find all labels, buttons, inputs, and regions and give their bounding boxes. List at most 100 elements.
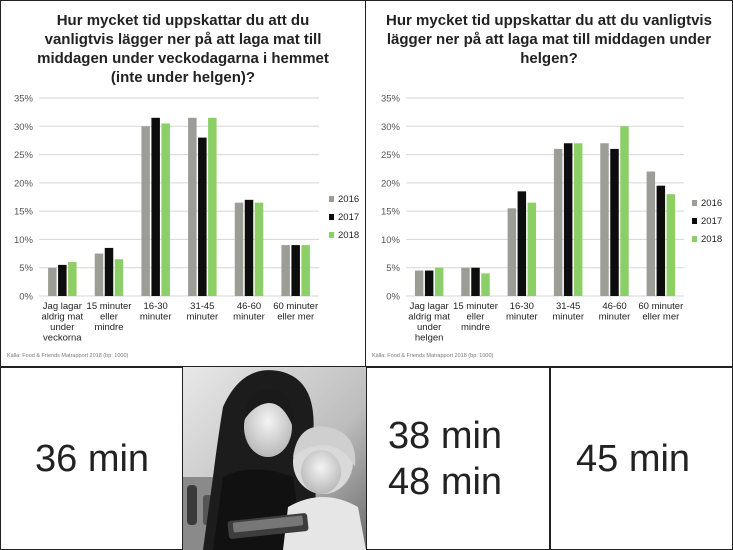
x-category-label: 60 minuter eller mer <box>273 301 318 323</box>
bar-2017-2 <box>471 267 480 296</box>
mother-daughter-cooking-photo <box>183 367 366 550</box>
x-category-label-line: eller mer <box>642 312 679 323</box>
legend-label-2018: 2018 <box>701 234 722 245</box>
y-tick-label: 35% <box>381 94 401 105</box>
y-tick-label: 10% <box>381 235 401 246</box>
weekend-stat-box: 38 min 48 min <box>366 367 550 550</box>
chart-title: Hur mycket tid uppskattar du att du vanl… <box>386 12 712 67</box>
x-category-label-line: minuter <box>599 312 631 323</box>
legend: 2016 2017 2018 <box>692 198 722 245</box>
x-category-label-line: minuter <box>552 312 584 323</box>
x-category-label-line: Jag lagar <box>410 301 449 312</box>
legend-swatch-2016 <box>329 196 334 202</box>
x-axis: Jag lagar aldrig mat under helgen 15 minuter… <box>408 301 683 344</box>
y-tick-label: 15% <box>14 207 34 218</box>
grid-lines <box>406 97 684 297</box>
x-category-label-line: 46-60 <box>602 301 626 312</box>
x-category-label-line: 16-30 <box>144 301 168 312</box>
y-tick-label: 10% <box>14 235 34 246</box>
y-tick-label: 30% <box>381 122 401 133</box>
bar-2018-4 <box>573 143 583 296</box>
bars <box>48 117 310 297</box>
x-category-label-line: 60 minuter <box>638 301 683 312</box>
weekend-stat-first: 38 min <box>388 414 503 457</box>
x-category-label-line: 60 minuter <box>273 301 318 312</box>
x-category-label-line: 31-45 <box>190 301 214 312</box>
x-category-label-line: 31-45 <box>556 301 580 312</box>
bars <box>414 126 676 297</box>
x-category-label: Jag lagar aldrig mat under veckorna <box>41 301 83 344</box>
y-tick-label: 25% <box>14 150 34 161</box>
x-category-label-line: minuter <box>506 312 538 323</box>
x-category-label-line: eller mer <box>277 312 314 323</box>
y-tick-label: 20% <box>381 178 401 189</box>
grid-lines <box>39 97 319 297</box>
bar-2016-4 <box>553 148 563 296</box>
y-tick-label: 15% <box>381 207 401 218</box>
x-category-label: 46-60 minuter <box>233 301 265 323</box>
x-category-label-line: aldrig mat <box>41 312 83 323</box>
x-category-label-line: 46-60 <box>237 301 261 312</box>
bar-2016-5 <box>234 202 244 296</box>
chart-title: Hur mycket tid uppskattar du att du vanl… <box>37 12 329 86</box>
bar-2017-4 <box>563 143 573 296</box>
x-category-label-line: under <box>50 322 74 333</box>
x-category-label-line: 16-30 <box>510 301 534 312</box>
y-tick-label: 20% <box>14 178 34 189</box>
bar-2017-6 <box>656 185 666 296</box>
bar-2016-3 <box>507 208 517 296</box>
x-category-label-line: eller <box>467 312 485 323</box>
x-category-label-line: mindre <box>461 322 490 333</box>
weekday-chart-panel: Hur mycket tid uppskattar du att du vanl… <box>0 0 366 367</box>
y-tick-label: 0% <box>19 292 33 303</box>
bar-2016-4 <box>188 117 197 296</box>
y-tick-label: 5% <box>386 263 400 274</box>
y-tick-label: 25% <box>381 150 401 161</box>
legend-swatch-2018 <box>329 232 334 238</box>
bar-2016-2 <box>461 267 470 296</box>
legend-swatch-2017 <box>329 214 334 220</box>
photo-illustration <box>183 367 366 550</box>
bar-2016-6 <box>281 245 290 296</box>
weekday-bar-chart: 0% 5% 10% 15% 20% 25% 30% 35% Jag lagar aldrig ma… <box>14 94 359 344</box>
bar-2018-3 <box>161 123 170 296</box>
bar-2016-3 <box>141 126 150 297</box>
x-category-label: 60 minuter eller mer <box>638 301 683 323</box>
y-tick-label: 5% <box>19 263 33 274</box>
bar-2017-5 <box>244 199 254 296</box>
bar-2016-6 <box>646 171 656 296</box>
y-tick-label: 35% <box>14 94 34 105</box>
x-category-label-line: helgen <box>415 333 444 344</box>
chart-source: Källa: Food & Friends Matrapport 2018 (b… <box>7 353 129 359</box>
legend-label-2017: 2017 <box>338 212 359 223</box>
x-category-label: 15 minuter eller mindre <box>453 301 498 333</box>
bar-2018-2 <box>114 259 124 296</box>
weekend-chart-panel: Hur mycket tid uppskattar du att du vanl… <box>366 0 733 367</box>
bar-2017-1 <box>58 264 67 296</box>
x-category-label-line: under <box>417 322 441 333</box>
bar-2017-5 <box>610 148 619 296</box>
x-category-label: 31-45 minuter <box>552 301 584 323</box>
bar-2016-5 <box>600 143 609 296</box>
y-axis: 0% 5% 10% 15% 20% 25% 30% 35% <box>14 94 34 303</box>
x-category-label-line: veckorna <box>43 333 82 344</box>
legend-label-2016: 2016 <box>338 194 359 205</box>
x-category-label: 15 minuter eller mindre <box>87 301 132 333</box>
bar-2018-4 <box>208 117 217 296</box>
bar-2016-2 <box>94 253 104 296</box>
x-category-label-line: 15 minuter <box>453 301 498 312</box>
legend-label-2017: 2017 <box>701 216 722 227</box>
bar-2018-3 <box>527 202 537 296</box>
bar-2017-4 <box>198 137 207 296</box>
legend-swatch-2016 <box>692 200 697 206</box>
legend-label-2018: 2018 <box>338 230 359 241</box>
y-axis: 0% 5% 10% 15% 20% 25% 30% 35% <box>381 94 401 303</box>
x-category-label-line: mindre <box>94 322 123 333</box>
weekend-bar-chart: 0% 5% 10% 15% 20% 25% 30% 35% Jag lagar aldrig ma… <box>381 94 722 344</box>
x-category-label-line: aldrig mat <box>408 312 450 323</box>
bar-2018-1 <box>434 267 444 296</box>
bar-2018-6 <box>666 194 676 296</box>
x-category-label: 31-45 minuter <box>186 301 218 323</box>
legend: 2016 2017 2018 <box>329 194 359 241</box>
